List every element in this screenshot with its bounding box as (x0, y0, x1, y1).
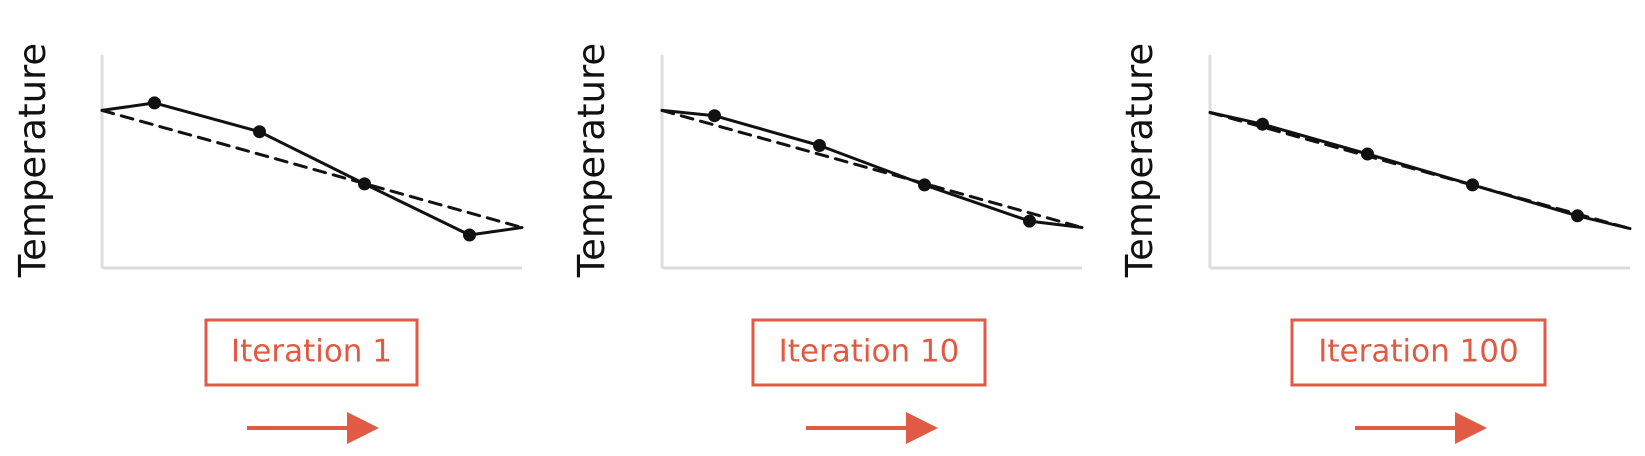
plot-area-1 (100, 55, 524, 270)
iteration-label-1: Iteration 1 (231, 334, 392, 370)
reference-line-1 (100, 108, 524, 229)
solution-line-2 (660, 108, 1084, 229)
iteration-badge-3: Iteration 100 (1290, 318, 1547, 387)
iteration-badge-1: Iteration 1 (204, 318, 419, 387)
y-axis-label-1: Temperature (11, 43, 54, 278)
iteration-box-3 (1290, 318, 1547, 387)
data-point-2-1 (708, 109, 721, 123)
solution-line-1 (100, 101, 524, 237)
iteration-badge-2: Iteration 10 (751, 318, 987, 387)
iteration-box-2 (751, 318, 987, 387)
iteration-box-1 (204, 318, 419, 387)
reference-line-3 (1208, 111, 1632, 231)
iteration-label-2: Iteration 10 (779, 334, 960, 370)
y-axis-label-2: Temperature (570, 43, 613, 278)
data-point-2-2 (813, 139, 826, 152)
panel-2: Temperature Iteration 10 (570, 43, 1084, 444)
data-point-2-4 (1023, 214, 1036, 228)
panel-3: Temperature Iteration 100 (1118, 43, 1632, 444)
plot-area-3 (1208, 55, 1632, 270)
reference-line-2 (660, 108, 1084, 229)
plot-area-2 (660, 55, 1084, 270)
data-point-2-3 (918, 178, 931, 192)
panel-1: Temperature Iteration 1 (11, 43, 524, 444)
data-point-1-4 (463, 228, 476, 242)
data-point-1-2 (253, 125, 266, 139)
data-point-3-4 (1571, 209, 1584, 223)
y-axis-label-3: Temperature (1118, 43, 1161, 278)
iteration-label-3: Iteration 100 (1318, 334, 1519, 370)
data-point-1-1 (148, 96, 161, 110)
